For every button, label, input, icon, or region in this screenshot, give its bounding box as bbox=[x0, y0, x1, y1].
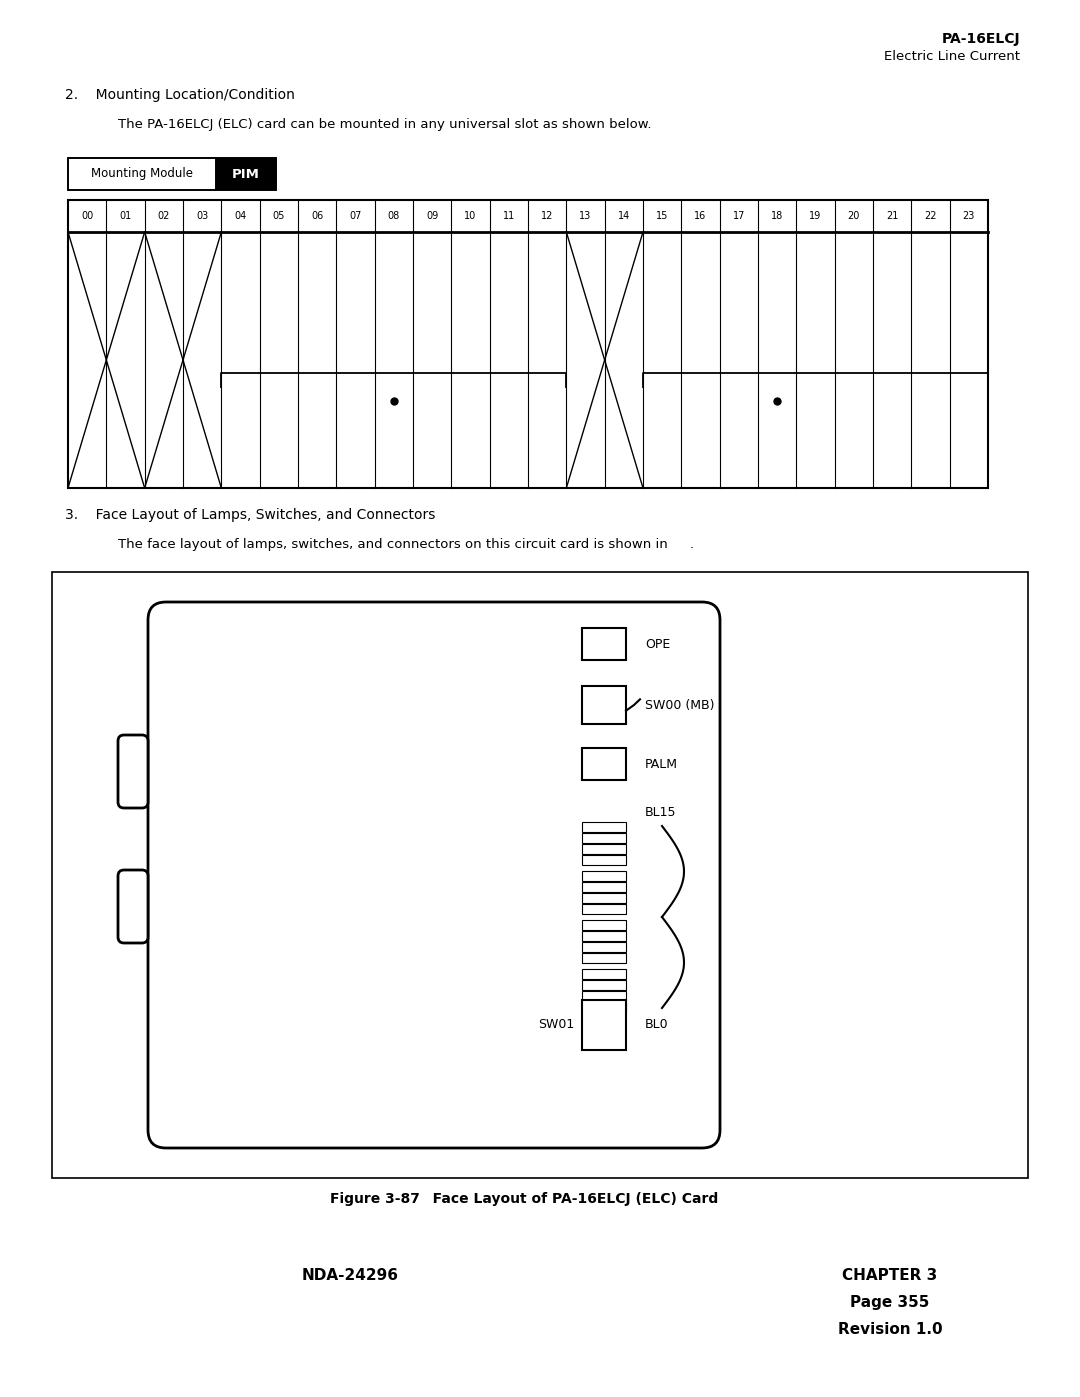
PathPatch shape bbox=[118, 735, 148, 807]
Bar bbox=[582, 870, 626, 882]
Bar bbox=[52, 571, 1028, 1178]
Text: 3.    Face Layout of Lamps, Switches, and Connectors: 3. Face Layout of Lamps, Switches, and C… bbox=[65, 509, 435, 522]
Text: 15: 15 bbox=[656, 211, 669, 221]
Text: 11: 11 bbox=[502, 211, 515, 221]
Text: Electric Line Current: Electric Line Current bbox=[885, 50, 1020, 63]
Text: Mounting Module: Mounting Module bbox=[91, 168, 193, 180]
Text: 16: 16 bbox=[694, 211, 706, 221]
Text: 18: 18 bbox=[771, 211, 783, 221]
Text: 09: 09 bbox=[426, 211, 438, 221]
Bar bbox=[582, 893, 626, 902]
Bar bbox=[68, 158, 216, 190]
Text: CHAPTER 3: CHAPTER 3 bbox=[842, 1268, 937, 1282]
Text: PIM: PIM bbox=[232, 168, 260, 180]
Text: PA-16ELCJ: PA-16ELCJ bbox=[942, 32, 1020, 46]
Text: 20: 20 bbox=[848, 211, 860, 221]
Bar bbox=[582, 629, 626, 659]
Text: 12: 12 bbox=[541, 211, 553, 221]
Text: Page 355: Page 355 bbox=[850, 1295, 930, 1310]
Bar bbox=[582, 844, 626, 854]
Bar bbox=[582, 921, 626, 930]
Text: 14: 14 bbox=[618, 211, 630, 221]
Text: 03: 03 bbox=[197, 211, 208, 221]
Bar bbox=[582, 990, 626, 1002]
Text: OPE: OPE bbox=[645, 637, 671, 651]
Text: 06: 06 bbox=[311, 211, 323, 221]
Text: 04: 04 bbox=[234, 211, 246, 221]
Text: BL0: BL0 bbox=[645, 1018, 669, 1031]
Bar bbox=[582, 833, 626, 842]
Text: 08: 08 bbox=[388, 211, 400, 221]
Text: 17: 17 bbox=[732, 211, 745, 221]
Text: The face layout of lamps, switches, and connectors on this circuit card is shown: The face layout of lamps, switches, and … bbox=[118, 538, 667, 550]
Text: Figure 3-87: Figure 3-87 bbox=[330, 1192, 420, 1206]
Text: 05: 05 bbox=[272, 211, 285, 221]
Text: BL15: BL15 bbox=[645, 806, 676, 819]
Text: 23: 23 bbox=[962, 211, 975, 221]
Bar bbox=[582, 904, 626, 914]
Text: 02: 02 bbox=[158, 211, 170, 221]
Bar bbox=[582, 1000, 626, 1051]
Text: Revision 1.0: Revision 1.0 bbox=[838, 1322, 943, 1337]
Text: 22: 22 bbox=[924, 211, 936, 221]
Bar bbox=[582, 1002, 626, 1011]
Text: 21: 21 bbox=[886, 211, 899, 221]
Text: 01: 01 bbox=[120, 211, 132, 221]
Text: The PA-16ELCJ (ELC) card can be mounted in any universal slot as shown below.: The PA-16ELCJ (ELC) card can be mounted … bbox=[118, 117, 651, 131]
Bar bbox=[68, 200, 988, 488]
Bar bbox=[216, 158, 276, 190]
Bar bbox=[582, 855, 626, 865]
Text: 07: 07 bbox=[349, 211, 362, 221]
Bar bbox=[582, 686, 626, 724]
Text: 10: 10 bbox=[464, 211, 476, 221]
Bar bbox=[582, 882, 626, 893]
Bar bbox=[582, 953, 626, 963]
Text: 00: 00 bbox=[81, 211, 93, 221]
Bar bbox=[582, 981, 626, 990]
Bar bbox=[582, 747, 626, 780]
Text: SW00 (MB): SW00 (MB) bbox=[645, 698, 715, 711]
Bar bbox=[68, 158, 276, 190]
Text: .: . bbox=[690, 538, 694, 550]
Text: PALM: PALM bbox=[645, 757, 678, 771]
Text: 19: 19 bbox=[809, 211, 822, 221]
Text: 2.    Mounting Location/Condition: 2. Mounting Location/Condition bbox=[65, 88, 295, 102]
Bar bbox=[582, 970, 626, 979]
Bar bbox=[582, 821, 626, 833]
Text: Face Layout of PA-16ELCJ (ELC) Card: Face Layout of PA-16ELCJ (ELC) Card bbox=[418, 1192, 718, 1206]
Bar bbox=[582, 930, 626, 942]
Bar bbox=[582, 942, 626, 951]
Text: SW01: SW01 bbox=[538, 1018, 573, 1031]
PathPatch shape bbox=[148, 602, 720, 1148]
Text: 13: 13 bbox=[579, 211, 592, 221]
PathPatch shape bbox=[118, 870, 148, 943]
Text: NDA-24296: NDA-24296 bbox=[301, 1268, 399, 1282]
